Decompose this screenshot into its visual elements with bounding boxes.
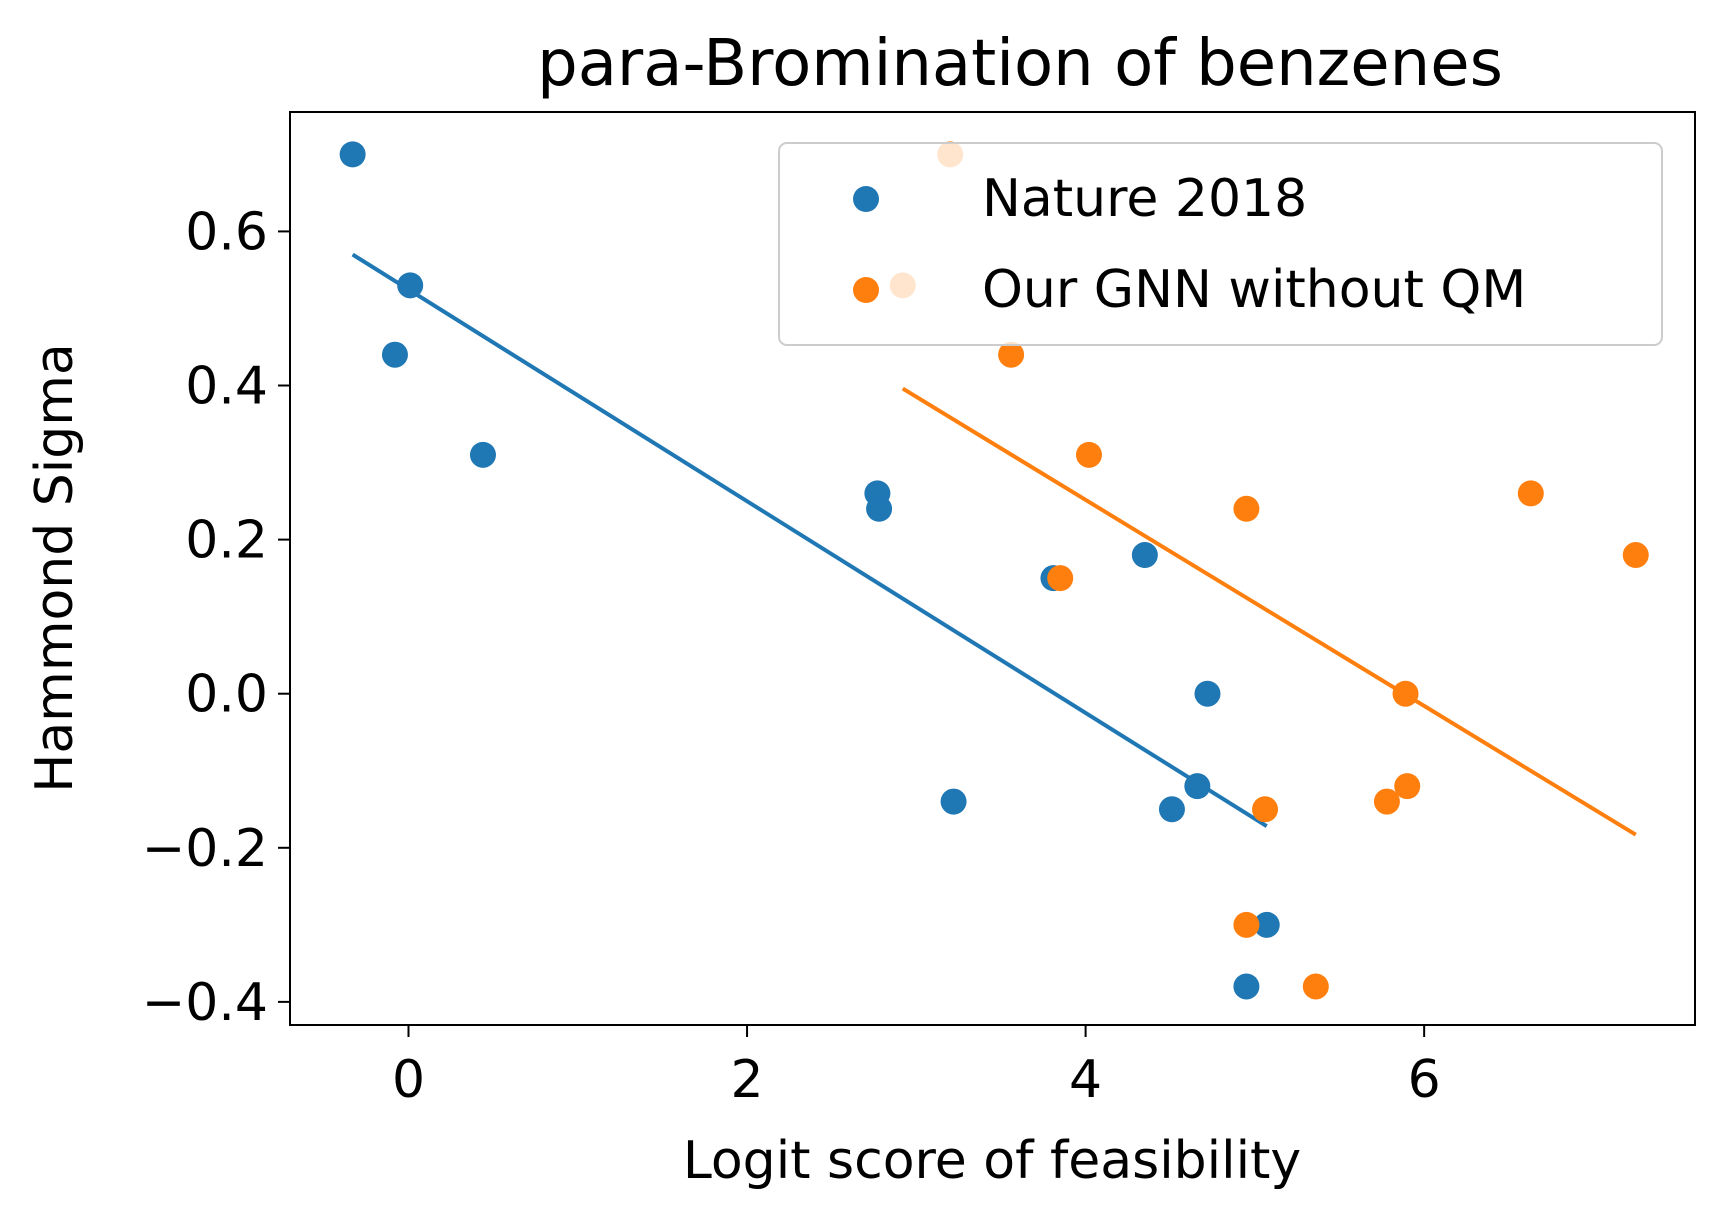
data-point-series-1-7 xyxy=(1394,773,1421,800)
legend-label-nature-2018: Nature 2018 xyxy=(982,169,1307,229)
y-tick-label: −0.4 xyxy=(142,973,268,1033)
data-point-series-0-2 xyxy=(381,341,408,368)
plot-frame xyxy=(289,111,1696,1026)
legend-marker-nature-2018 xyxy=(853,186,879,212)
x-axis-label: Logit score of feasibility xyxy=(683,1131,1301,1191)
data-point-series-0-11 xyxy=(1158,796,1185,823)
data-point-series-1-11 xyxy=(1302,973,1329,1000)
x-tick-label: 4 xyxy=(1069,1050,1102,1110)
y-tick-label: 0.6 xyxy=(185,202,268,262)
data-points xyxy=(339,141,1649,1000)
legend-box xyxy=(778,142,1663,346)
data-point-series-0-8 xyxy=(1131,542,1158,569)
x-tick-label: 0 xyxy=(392,1050,425,1110)
fit-line-series-0 xyxy=(351,252,1268,828)
y-axis-ticks: −0.4 −0.2 0.0 0.2 0.4 0.6 xyxy=(142,202,290,1033)
data-point-series-0-12 xyxy=(1253,911,1280,938)
data-point-series-0-0 xyxy=(339,141,366,168)
y-tick-label: 0.4 xyxy=(185,357,268,417)
data-point-series-0-9 xyxy=(1194,680,1221,707)
legend: Nature 2018 Our GNN without QM xyxy=(778,142,1663,346)
x-axis-ticks: 0 2 4 6 xyxy=(392,1025,1441,1110)
y-tick-label: 0.0 xyxy=(185,665,268,725)
data-point-series-1-6 xyxy=(1392,680,1419,707)
data-point-series-1-3 xyxy=(1075,441,1102,468)
data-point-series-1-9 xyxy=(1252,796,1279,823)
data-point-series-0-13 xyxy=(1233,973,1260,1000)
data-point-series-0-6 xyxy=(940,788,967,815)
x-tick-label: 2 xyxy=(731,1050,764,1110)
legend-label-our-gnn: Our GNN without QM xyxy=(982,260,1526,320)
fit-lines xyxy=(351,252,1637,837)
fit-line-series-1 xyxy=(901,386,1637,837)
x-tick-label: 6 xyxy=(1408,1050,1441,1110)
data-point-series-1-8 xyxy=(1373,788,1400,815)
data-point-series-1-12 xyxy=(1517,480,1544,507)
y-tick-label: 0.2 xyxy=(185,511,268,571)
data-point-series-1-2 xyxy=(998,341,1025,368)
legend-marker-our-gnn xyxy=(853,277,879,303)
data-point-series-0-3 xyxy=(469,441,496,468)
chart-title: para-Bromination of benzenes xyxy=(537,27,1503,101)
data-point-series-0-10 xyxy=(1184,773,1211,800)
data-point-series-0-1 xyxy=(397,272,424,299)
data-point-series-0-5 xyxy=(866,495,893,522)
y-axis-label: Hammond Sigma xyxy=(25,343,85,793)
data-point-series-1-5 xyxy=(1047,565,1074,592)
y-tick-label: −0.2 xyxy=(142,819,268,879)
data-point-series-1-13 xyxy=(1622,542,1649,569)
data-point-series-1-4 xyxy=(1233,495,1260,522)
data-point-series-1-10 xyxy=(1233,911,1260,938)
